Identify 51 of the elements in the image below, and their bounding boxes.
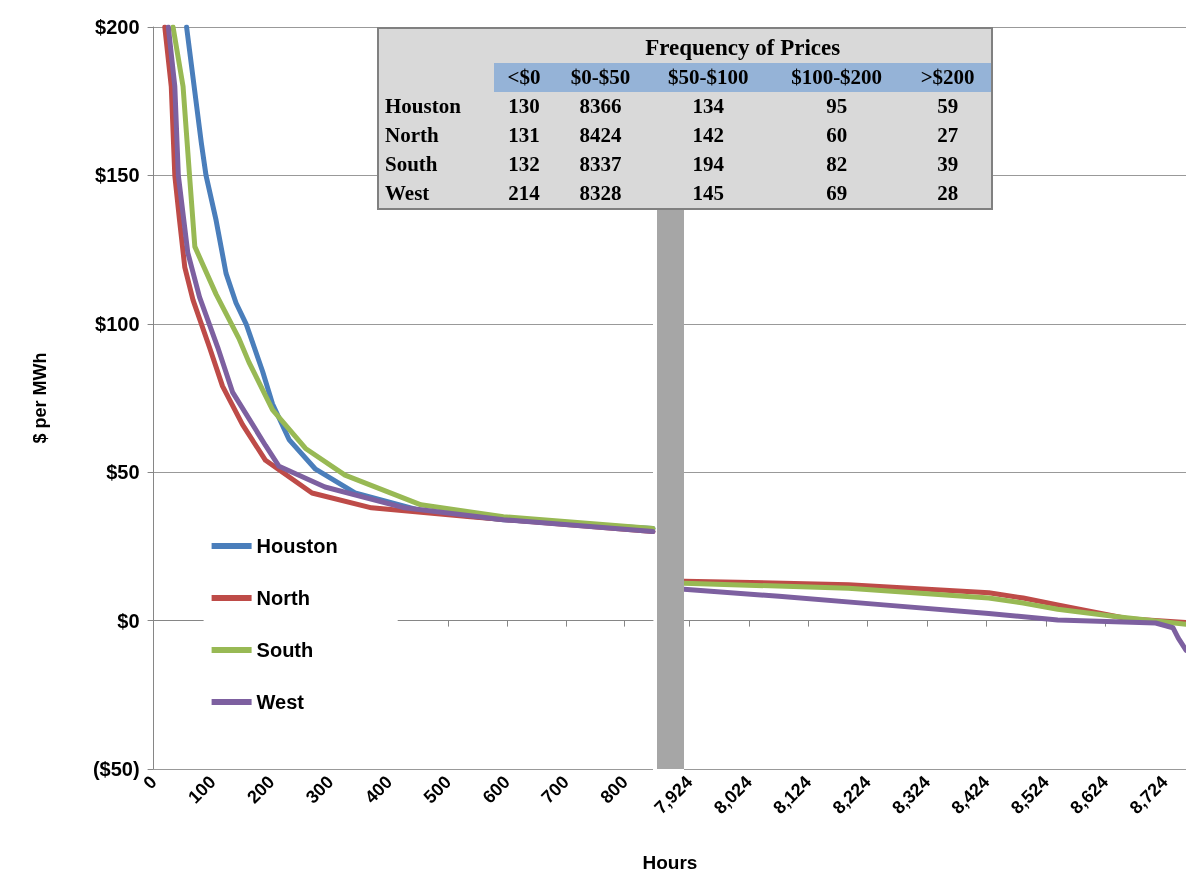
data-label: 145 bbox=[691, 180, 725, 207]
y-tick-label: $100 bbox=[95, 312, 140, 335]
x-tick-label: $0-$50 bbox=[553, 63, 648, 92]
y-tick-label: ($50) bbox=[92, 758, 140, 780]
x-tick-label: 400 bbox=[360, 771, 397, 808]
data-label: 39 bbox=[936, 151, 960, 178]
chart-title: Frequency of Prices bbox=[644, 34, 842, 62]
data-label: 130 bbox=[507, 93, 541, 120]
x-tick-label: $100-$200 bbox=[768, 63, 905, 92]
x-tick-label: 300 bbox=[301, 771, 338, 808]
y-axis-title: $ per MWh bbox=[29, 352, 50, 444]
x-tick-label: 500 bbox=[419, 771, 456, 808]
y-tick-label: Houston bbox=[384, 93, 462, 120]
data-label: 27 bbox=[936, 122, 960, 149]
y-tick-label: South bbox=[384, 151, 439, 178]
data-label: 8337 bbox=[578, 151, 623, 178]
x-tick-label: 700 bbox=[537, 771, 573, 808]
data-label: 131 bbox=[507, 122, 541, 149]
legend-label: North bbox=[256, 587, 310, 609]
data-label: 8424 bbox=[578, 122, 623, 149]
x-tick-label: 800 bbox=[596, 771, 632, 808]
x-tick-label: 600 bbox=[478, 771, 515, 808]
x-axis-title: Hours bbox=[641, 852, 699, 874]
x-tick-label: >$200 bbox=[904, 63, 991, 92]
data-label: 82 bbox=[825, 151, 849, 178]
data-label: 214 bbox=[507, 180, 541, 207]
x-tick-label: 200 bbox=[243, 771, 279, 808]
x-tick-label: 0 bbox=[139, 771, 161, 794]
y-tick-label: West bbox=[384, 180, 431, 207]
y-tick-label: North bbox=[384, 122, 440, 149]
data-label: 134 bbox=[691, 93, 725, 120]
data-label: 194 bbox=[691, 151, 725, 178]
data-label: 142 bbox=[691, 122, 725, 149]
data-label: 95 bbox=[825, 93, 849, 120]
y-tick-label: $50 bbox=[106, 461, 140, 484]
legend-label: South bbox=[256, 639, 314, 661]
data-label: 60 bbox=[825, 122, 849, 149]
data-label: 132 bbox=[507, 151, 541, 178]
legend-label: Houston bbox=[256, 535, 338, 557]
x-tick-label: 100 bbox=[184, 771, 220, 808]
data-label: 69 bbox=[825, 180, 849, 207]
x-tick-label: <$0 bbox=[494, 63, 554, 92]
data-label: 28 bbox=[936, 180, 960, 207]
y-tick-label: $0 bbox=[117, 609, 140, 632]
data-label: 8366 bbox=[578, 93, 623, 120]
legend-label: West bbox=[256, 691, 305, 713]
y-tick-label: $150 bbox=[95, 164, 140, 187]
data-label: 59 bbox=[936, 93, 960, 120]
data-label: 8328 bbox=[578, 180, 623, 207]
x-tick-label: $50-$100 bbox=[647, 63, 769, 92]
y-tick-label: $200 bbox=[95, 16, 140, 38]
